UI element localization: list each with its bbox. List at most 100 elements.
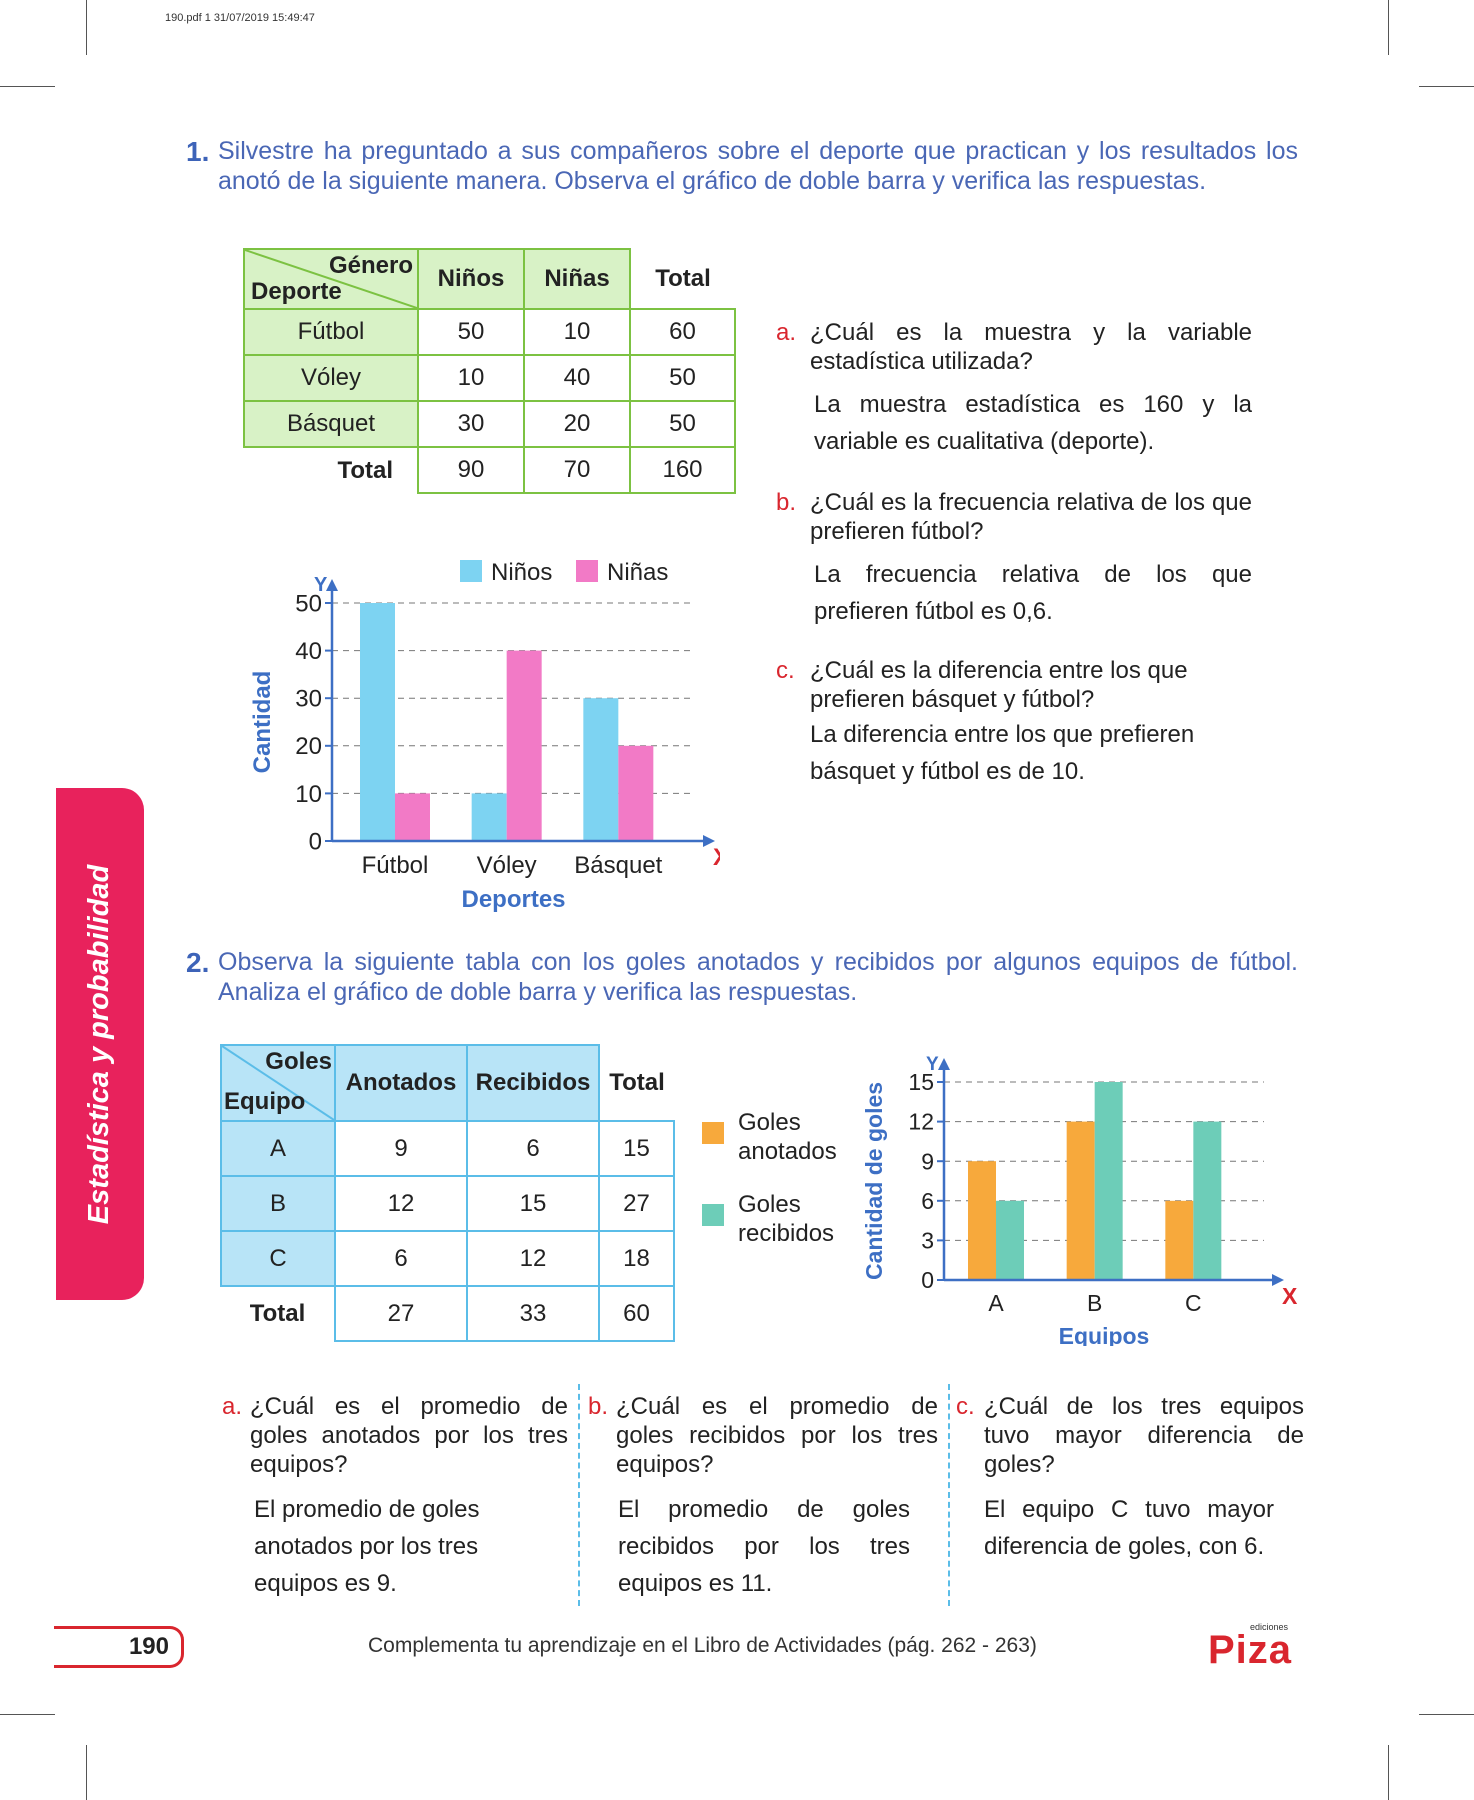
q2-item-c: c. ¿Cuál de los tres equipos tuvo mayor … xyxy=(956,1392,1304,1565)
item-answer: La diferencia entre los que prefieren bá… xyxy=(810,721,1195,785)
q1-item-a: a. ¿Cuál es la muestra y la variable est… xyxy=(776,318,1252,460)
sports-table: Género Deporte Niños Niñas Total Fútbol … xyxy=(243,248,736,494)
bar xyxy=(1094,1082,1123,1280)
item-answer: El promedio de goles recibidos por los t… xyxy=(618,1496,910,1597)
x-tick-label: C xyxy=(1185,1290,1202,1316)
table-cell: 12 xyxy=(334,1175,468,1232)
bar xyxy=(1165,1200,1194,1280)
table-cell: 20 xyxy=(523,400,631,448)
crop-mark xyxy=(1419,86,1474,87)
logo-small-text: ediciones xyxy=(1250,1622,1289,1632)
bar xyxy=(996,1200,1024,1280)
y-tick-label: 10 xyxy=(295,781,322,808)
y-tick-label: 15 xyxy=(908,1069,934,1095)
legend-swatch xyxy=(702,1122,724,1144)
x-axis-arrow xyxy=(1272,1274,1284,1286)
column-divider xyxy=(948,1384,950,1606)
diagonal-line xyxy=(222,1046,334,1120)
print-header: 190.pdf 1 31/07/2019 15:49:47 xyxy=(165,12,315,24)
q1-item-b: b. ¿Cuál es la frecuencia relativa de lo… xyxy=(776,488,1252,630)
bar xyxy=(968,1161,996,1280)
legend-label: Goles anotados xyxy=(738,1109,837,1165)
page-number: 190 xyxy=(54,1626,184,1668)
item-letter: c. xyxy=(956,1393,975,1420)
item-question: ¿Cuál es la frecuencia relativa de los q… xyxy=(810,489,1252,545)
q2-item-a: a. ¿Cuál es el promedio de goles anotado… xyxy=(222,1392,568,1602)
y-tick-label: 50 xyxy=(295,590,322,617)
table-corner: Goles Equipo xyxy=(220,1044,336,1122)
row-label: Fútbol xyxy=(243,308,419,356)
y-tick-label: 3 xyxy=(921,1227,934,1253)
y-tick-label: 0 xyxy=(309,828,322,855)
table-cell: 6 xyxy=(334,1230,468,1287)
corner-bottom-label: Equipo xyxy=(224,1088,306,1115)
x-tick-label: Fútbol xyxy=(362,852,429,879)
y-axis-title: Cantidad de goles xyxy=(861,1082,887,1280)
logo-brand: Piza xyxy=(1208,1628,1293,1672)
bar xyxy=(1066,1121,1095,1280)
legend-swatch xyxy=(702,1204,724,1226)
question-number: 1. xyxy=(186,136,210,167)
column-header: Niños xyxy=(417,248,525,310)
goals-bar-chart: 0 3 6 9 12 15 A B C Y X Equipos Cantidad de goles xyxy=(861,1054,1298,1346)
item-question: ¿Cuál es el promedio de goles recibidos … xyxy=(616,1393,938,1478)
table-cell: 15 xyxy=(598,1120,675,1177)
table-cell: 6 xyxy=(466,1120,600,1177)
corner-bottom-label: Deporte xyxy=(251,278,342,305)
table-cell: 10 xyxy=(417,354,525,402)
bar xyxy=(360,603,395,841)
q2-item-b: b. ¿Cuál es el promedio de goles recibid… xyxy=(588,1392,938,1602)
table-cell: 33 xyxy=(466,1285,600,1342)
question-2: 2. Observa la siguiente tabla con los go… xyxy=(186,947,1298,1007)
x-tick-label: Vóley xyxy=(477,852,537,879)
legend-label: Niños xyxy=(491,559,552,586)
crop-mark xyxy=(0,86,55,87)
y-axis-arrow xyxy=(938,1058,950,1070)
table-cell: 160 xyxy=(629,446,736,494)
x-axis-letter: X xyxy=(713,844,720,871)
bar xyxy=(583,698,619,841)
column-header: Niñas xyxy=(523,248,631,310)
x-axis-letter: X xyxy=(1282,1283,1298,1309)
column-header: Total xyxy=(655,264,711,292)
item-answer: El equipo C tuvo mayor diferencia de gol… xyxy=(984,1496,1274,1560)
table-cell: 10 xyxy=(523,308,631,356)
table-cell: 60 xyxy=(598,1285,675,1342)
question-text: Silvestre ha preguntado a sus compañeros… xyxy=(218,137,1298,195)
section-tab-label: Estadística y probabilidad xyxy=(83,864,116,1224)
crop-mark xyxy=(0,1714,55,1715)
legend-item: Goles recibidos xyxy=(702,1190,837,1250)
y-tick-label: 9 xyxy=(921,1148,934,1174)
column-header: Anotados xyxy=(334,1044,468,1122)
item-answer: El promedio de goles anotados por los tr… xyxy=(254,1496,480,1597)
item-question: ¿Cuál es el promedio de goles anotados p… xyxy=(250,1393,568,1478)
goals-legend: Goles anotados Goles recibidos xyxy=(702,1108,837,1250)
row-label: A xyxy=(220,1120,336,1177)
table-cell: 9 xyxy=(334,1120,468,1177)
table-cell: 50 xyxy=(629,400,736,448)
y-tick-label: 12 xyxy=(908,1109,934,1135)
legend-label: Niñas xyxy=(607,559,668,586)
diagonal-line xyxy=(245,250,417,308)
question-number: 2. xyxy=(186,947,210,978)
item-question: ¿Cuál es la diferencia entre los que pre… xyxy=(810,657,1188,713)
crop-mark xyxy=(1388,1745,1389,1800)
x-tick-label: B xyxy=(1087,1290,1102,1316)
bar xyxy=(471,793,507,841)
x-axis-title: Equipos xyxy=(1059,1323,1150,1346)
table-cell: 60 xyxy=(629,308,736,356)
legend-swatch xyxy=(460,560,482,582)
row-label: C xyxy=(220,1230,336,1287)
question-text: Observa la siguiente tabla con los goles… xyxy=(218,948,1298,1006)
crop-mark xyxy=(86,1745,87,1800)
legend-swatch xyxy=(576,560,598,582)
publisher-logo: ediciones Piza xyxy=(1208,1622,1293,1673)
section-tab xyxy=(56,788,144,1300)
y-axis-letter: Y xyxy=(314,574,328,596)
item-letter: c. xyxy=(776,657,795,684)
legend-label: Goles recibidos xyxy=(738,1191,835,1247)
bar xyxy=(1193,1121,1222,1280)
column-divider xyxy=(578,1384,580,1606)
y-tick-label: 20 xyxy=(295,733,322,760)
bar xyxy=(618,745,654,841)
